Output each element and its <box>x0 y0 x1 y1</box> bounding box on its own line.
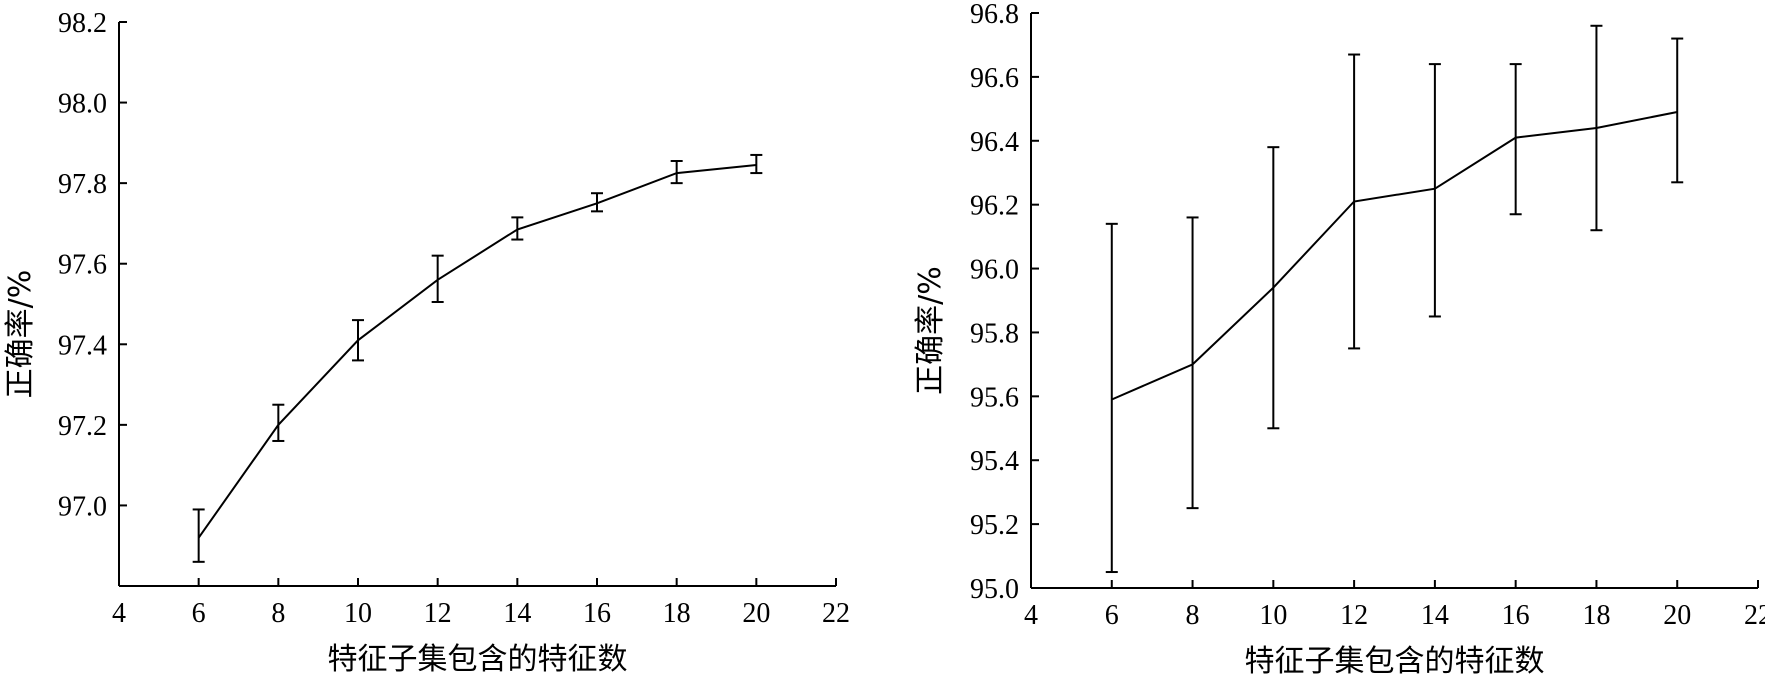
x-tick-label: 20 <box>1663 600 1691 631</box>
y-tick-label: 96.0 <box>970 255 1019 286</box>
x-tick-label: 4 <box>1024 600 1038 631</box>
y-tick-label: 98.0 <box>58 89 107 120</box>
x-axis-title: 特征子集包含的特征数 <box>328 642 628 676</box>
y-axis-title: 正确率/% <box>913 266 948 395</box>
x-tick-label: 10 <box>344 598 372 629</box>
x-tick-label: 14 <box>503 598 531 629</box>
y-tick-label: 95.8 <box>970 318 1019 349</box>
x-tick-label: 14 <box>1421 600 1449 631</box>
y-tick-label: 95.4 <box>970 446 1019 477</box>
y-tick-label: 97.0 <box>58 491 107 522</box>
y-tick-label: 97.6 <box>58 250 107 281</box>
y-tick-label: 96.8 <box>970 0 1019 30</box>
series-line <box>1111 111 1678 401</box>
x-tick-label: 18 <box>1582 600 1610 631</box>
x-tick-label: 8 <box>1186 600 1200 631</box>
series-line <box>197 164 757 539</box>
x-tick-label: 18 <box>663 598 691 629</box>
x-tick-label: 6 <box>192 598 206 629</box>
x-tick-label: 4 <box>112 598 126 629</box>
x-axis-title: 特征子集包含的特征数 <box>1245 644 1545 676</box>
y-tick-label: 97.8 <box>58 169 107 200</box>
y-tick-label: 95.6 <box>970 382 1019 413</box>
x-tick-label: 6 <box>1105 600 1119 631</box>
x-tick-label: 8 <box>271 598 285 629</box>
x-tick-label: 12 <box>1340 600 1368 631</box>
right-chart: 95.0 95.2 95.4 95.6 95.8 96.0 96.2 96.4 96.6 96.8… <box>913 0 1765 676</box>
x-tick-label: 10 <box>1259 600 1287 631</box>
x-tick-label: 20 <box>742 598 770 629</box>
y-axis-title: 正确率/% <box>3 270 38 399</box>
left-chart: 97.0 97.2 97.4 97.6 97.8 98.0 98.2 4 6 8 10 12 14 16 1… <box>3 8 850 676</box>
y-tick-label: 95.2 <box>970 510 1019 541</box>
y-tick-label: 96.2 <box>970 191 1019 222</box>
y-tick-label: 95.0 <box>970 574 1019 605</box>
y-tick-label: 96.6 <box>970 63 1019 94</box>
x-tick-label: 12 <box>424 598 452 629</box>
x-tick-label: 22 <box>1744 600 1765 631</box>
y-tick-label: 98.2 <box>58 8 107 39</box>
y-tick-label: 97.2 <box>58 411 107 442</box>
x-tick-label: 22 <box>822 598 850 629</box>
x-tick-label: 16 <box>583 598 611 629</box>
x-tick-label: 16 <box>1502 600 1530 631</box>
y-tick-label: 96.4 <box>970 127 1019 158</box>
y-tick-label: 97.4 <box>58 330 107 361</box>
